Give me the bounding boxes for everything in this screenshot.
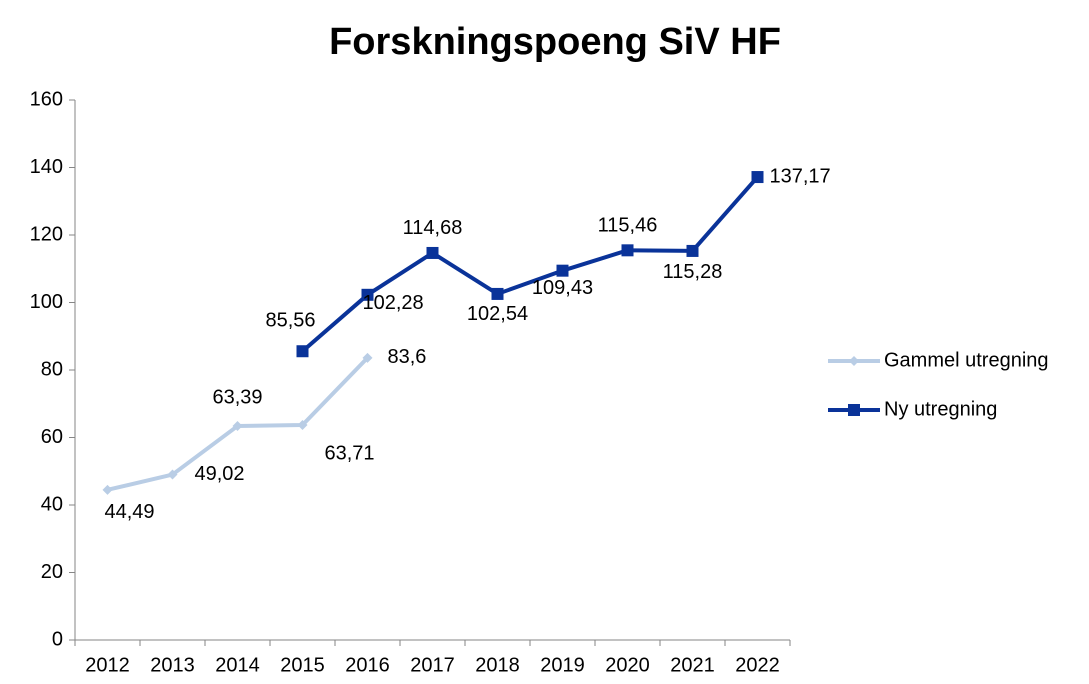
data-label: 109,43	[532, 277, 593, 299]
y-tick-label: 40	[41, 493, 63, 515]
x-tick-label: 2016	[345, 654, 390, 676]
point-marker	[426, 246, 439, 259]
data-label: 44,49	[105, 501, 155, 523]
point-marker	[102, 484, 113, 495]
y-tick-label: 60	[41, 426, 63, 448]
data-label: 137,17	[770, 165, 831, 187]
y-tick-label: 80	[41, 358, 63, 380]
y-tick-label: 160	[30, 88, 63, 110]
point-marker	[751, 171, 764, 184]
data-label: 114,68	[403, 217, 463, 239]
x-tick-label: 2021	[670, 654, 715, 676]
point-marker	[556, 264, 569, 277]
point-marker	[232, 421, 243, 432]
legend-marker	[849, 356, 859, 366]
y-tick-label: 100	[30, 291, 63, 313]
legend-marker	[848, 404, 860, 416]
point-marker	[362, 352, 373, 363]
point-marker	[621, 244, 634, 257]
x-tick-label: 2022	[735, 654, 780, 676]
y-tick-label: 140	[30, 156, 63, 178]
data-label: 85,56	[265, 310, 315, 332]
legend-label: Ny utregning	[884, 398, 997, 420]
y-tick-label: 0	[52, 628, 63, 650]
x-tick-label: 2012	[85, 654, 130, 676]
x-tick-label: 2013	[150, 654, 195, 676]
point-marker	[491, 287, 504, 300]
point-marker	[167, 469, 178, 480]
x-tick-label: 2015	[280, 654, 325, 676]
x-tick-label: 2019	[540, 654, 585, 676]
point-marker	[297, 419, 308, 430]
x-tick-label: 2020	[605, 654, 650, 676]
data-label: 102,54	[467, 303, 528, 325]
data-label: 63,71	[325, 442, 375, 464]
x-tick-label: 2017	[410, 654, 455, 676]
point-marker	[296, 345, 309, 358]
point-marker	[686, 244, 699, 257]
y-tick-label: 20	[41, 561, 63, 583]
y-tick-label: 120	[30, 223, 63, 245]
series-line	[301, 175, 760, 353]
chart-title: Forskningspoeng SiV HF	[329, 21, 781, 63]
data-label: 102,28	[363, 292, 424, 314]
x-tick-label: 2014	[215, 654, 260, 676]
data-label: 115,28	[663, 261, 723, 283]
data-label: 49,02	[195, 463, 245, 485]
x-tick-label: 2018	[475, 654, 520, 676]
point-marker	[361, 288, 374, 301]
data-label: 115,46	[598, 215, 658, 237]
data-label: 63,39	[212, 386, 262, 408]
data-label: 83,6	[388, 346, 427, 368]
legend-label: Gammel utregning	[884, 349, 1049, 371]
